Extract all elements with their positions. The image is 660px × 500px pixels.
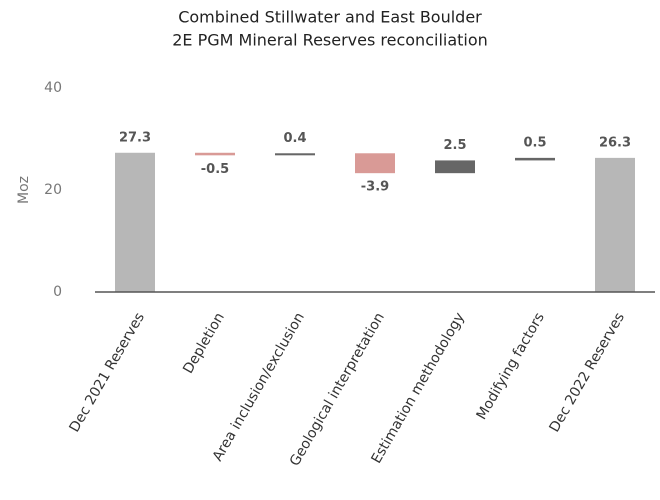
bar — [115, 152, 155, 292]
y-tick-label: 0 — [53, 284, 62, 300]
bar — [515, 157, 555, 161]
x-tick-label: Area inclusion/exclusion — [210, 310, 308, 464]
y-axis-label: Moz — [16, 176, 32, 204]
x-tick-label: Modifying factors — [474, 310, 548, 423]
value-label: -0.5 — [201, 162, 229, 177]
bar — [595, 157, 635, 292]
x-tick-label: Estimation methodology — [368, 310, 467, 466]
chart-subtitle: 2E PGM Mineral Reserves reconciliation — [172, 31, 488, 50]
value-label: 0.4 — [283, 131, 306, 146]
bar — [435, 160, 475, 174]
bar — [275, 153, 315, 156]
chart-title: Combined Stillwater and East Boulder — [178, 8, 482, 27]
x-tick-label: Geological interpretation — [287, 310, 388, 469]
bar — [195, 152, 235, 156]
value-label: -3.9 — [361, 180, 389, 195]
y-tick-label: 40 — [44, 80, 62, 96]
x-tick-label: Dec 2021 Reserves — [66, 310, 147, 435]
value-label: 2.5 — [443, 138, 466, 153]
x-tick-label: Depletion — [180, 310, 228, 377]
bar — [355, 153, 395, 174]
value-label: 27.3 — [119, 130, 151, 145]
value-label: 0.5 — [523, 135, 546, 150]
y-tick-label: 20 — [44, 182, 62, 198]
value-label: 26.3 — [599, 135, 631, 150]
x-tick-label: Dec 2022 Reserves — [546, 310, 627, 435]
